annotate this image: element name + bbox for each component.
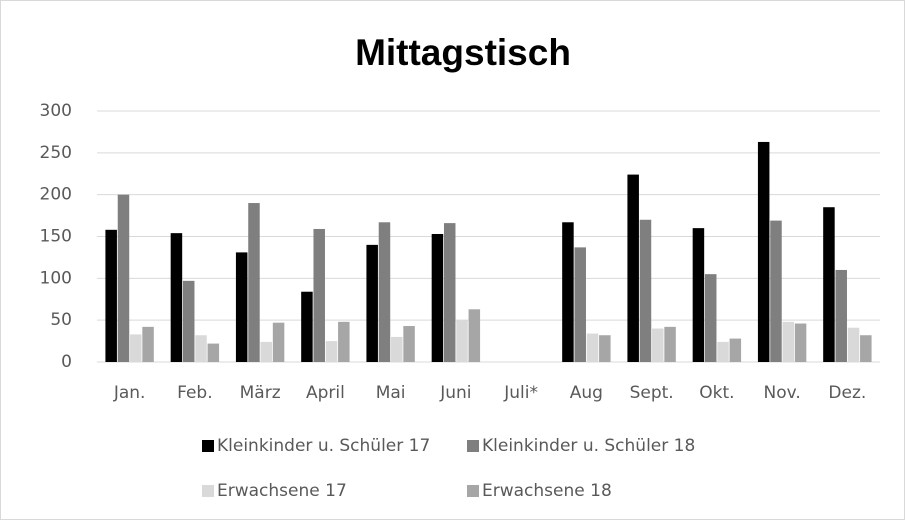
bar [664, 326, 676, 362]
bar [794, 323, 807, 362]
bar [770, 220, 782, 362]
bar [443, 223, 456, 362]
bar [574, 247, 586, 362]
legend-label: Erwachsene 17 [217, 481, 347, 501]
x-tick-label: Juli* [503, 383, 538, 403]
bar [431, 233, 444, 362]
bar [366, 244, 378, 362]
x-tick-label: Jan. [113, 383, 146, 403]
bar [860, 335, 872, 362]
x-tick-label: März [240, 383, 281, 403]
bar [692, 228, 705, 362]
x-tick-label: Nov. [763, 383, 800, 403]
chart-title: Mittagstisch [355, 32, 571, 73]
bar [403, 326, 415, 362]
legend-swatch [467, 440, 479, 452]
y-tick-label: 200 [40, 185, 72, 205]
bar [586, 333, 599, 362]
x-tick-label: Okt. [699, 383, 734, 403]
legend-label: Kleinkinder u. Schüler 17 [217, 436, 430, 456]
x-tick-label: Mai [376, 383, 406, 403]
x-tick-label: Feb. [177, 383, 213, 403]
bar [599, 335, 611, 362]
y-tick-label: 0 [61, 352, 72, 372]
legend-swatch [202, 440, 214, 452]
legend-swatch [202, 485, 214, 497]
bar [627, 174, 639, 362]
bar [391, 336, 403, 362]
bar [105, 229, 117, 362]
bar [823, 207, 835, 362]
bar [757, 141, 770, 362]
bar [639, 219, 652, 362]
legend-label: Kleinkinder u. Schüler 18 [482, 436, 695, 456]
bar [468, 309, 481, 362]
bar [182, 280, 195, 362]
y-tick-label: 300 [40, 101, 72, 121]
bar [313, 228, 325, 362]
bar [235, 252, 248, 362]
bar [338, 321, 350, 362]
bar [562, 222, 574, 362]
bar [170, 233, 183, 362]
y-tick-label: 250 [40, 143, 72, 163]
bar [117, 194, 130, 362]
y-tick-label: 50 [50, 310, 72, 330]
x-tick-label: Sept. [630, 383, 674, 403]
bar [835, 269, 847, 362]
x-tick-label: Juni [439, 383, 471, 403]
bar [272, 322, 285, 362]
bar [378, 222, 391, 362]
bar [847, 327, 860, 362]
x-tick-label: April [306, 383, 345, 403]
x-tick-label: Aug [570, 383, 603, 403]
bar [248, 203, 260, 362]
bar [207, 343, 220, 362]
bar [260, 341, 273, 362]
bar [142, 326, 154, 362]
legend-label: Erwachsene 18 [482, 481, 612, 501]
bar [195, 335, 207, 362]
bar [301, 291, 313, 362]
bar [652, 328, 664, 362]
bar [325, 341, 338, 362]
x-tick-label: Dez. [828, 383, 866, 403]
bar [704, 274, 717, 362]
y-tick-label: 150 [40, 227, 72, 247]
bar [456, 320, 468, 362]
legend-swatch [467, 485, 479, 497]
bar [729, 338, 742, 362]
bar [782, 321, 795, 362]
y-tick-label: 100 [40, 268, 72, 288]
bar [717, 341, 729, 362]
bar [130, 334, 142, 362]
